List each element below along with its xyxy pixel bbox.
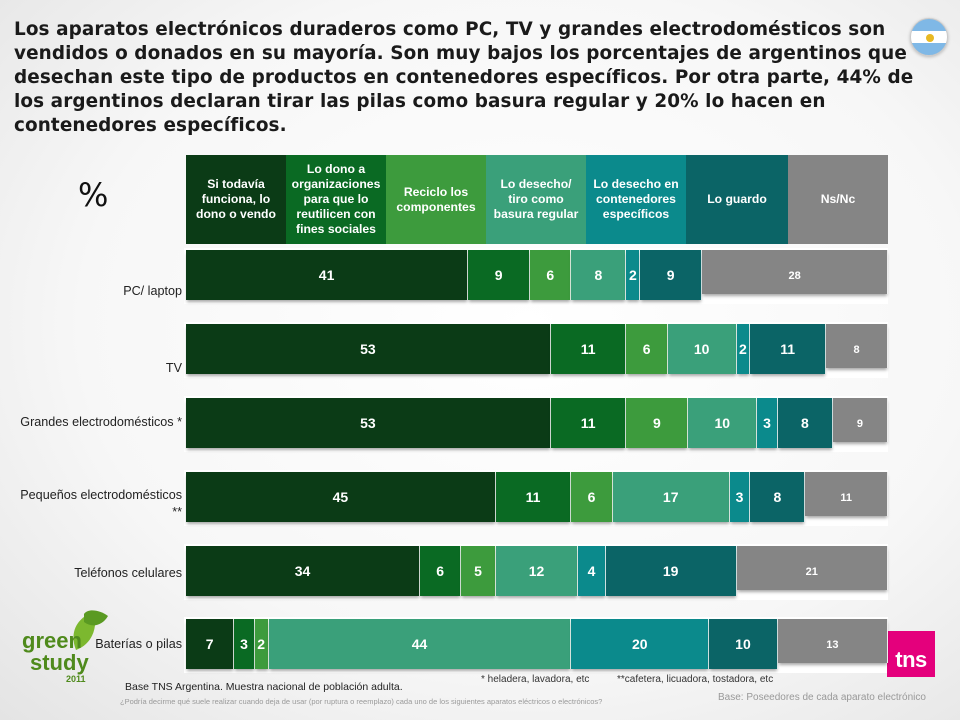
percent-label: % [78, 176, 109, 214]
category-label: Baterías o pilas [95, 637, 182, 651]
legend-header-4: Lo desecho/ tiro como basura regular [486, 155, 586, 244]
tns-logo: tns [887, 631, 935, 677]
legend-header-1: Si todavía funciona, lo dono o vendo [186, 155, 286, 244]
bar-segment: 11 [805, 472, 888, 516]
bar-segment: 6 [530, 250, 572, 300]
bar-segment: 21 [736, 546, 888, 590]
base-note-left: Base TNS Argentina. Muestra nacional de … [125, 681, 403, 693]
argentina-flag-icon [910, 18, 948, 56]
green-study-logo: green study 2011 [22, 610, 108, 684]
legend-header-3: Reciclo los componentes [386, 155, 486, 244]
bar-segment: 6 [420, 546, 462, 596]
bar-segment: 11 [550, 324, 627, 374]
bar-segment: 19 [605, 546, 737, 596]
legend-header-5: Lo desecho en contenedores específicos [586, 155, 686, 244]
legend-header-2: Lo dono a organizaciones para que lo reu… [286, 155, 386, 244]
bar-segment: 10 [688, 398, 758, 448]
category-label: TV [165, 361, 182, 375]
bar-segment: 8 [571, 250, 627, 300]
bar-segment: 2 [254, 619, 269, 669]
bar-segment: 28 [702, 250, 888, 294]
bar-segment: 9 [832, 398, 888, 442]
bar-segment: 7 [186, 619, 235, 669]
bar-segment: 8 [826, 324, 888, 368]
bar-segment: 34 [186, 546, 420, 596]
bar-segment: 4 [578, 546, 606, 596]
study-word: study [30, 650, 89, 675]
bar-segment: 44 [268, 619, 572, 669]
bar-segment: 6 [571, 472, 613, 522]
year-word: 2011 [66, 674, 86, 684]
base-note-right: Base: Poseedores de cada aparato electró… [718, 692, 926, 703]
survey-question: ¿Podría decirme qué suele realizar cuand… [120, 697, 603, 706]
bar-segment: 20 [571, 619, 710, 669]
bar-segment: 9 [640, 250, 703, 300]
bar-segment: 8 [750, 472, 806, 522]
bar-segment: 17 [612, 472, 730, 522]
category-label: Teléfonos celulares [74, 566, 182, 580]
bar-segment: 6 [626, 324, 668, 374]
bar-segment: 41 [186, 250, 469, 300]
legend-header-7: Ns/Nc [788, 155, 888, 244]
bar-segment: 11 [750, 324, 827, 374]
bar-segment: 13 [777, 619, 888, 663]
bar-segment: 12 [495, 546, 579, 596]
footnote-pequenos: **cafetera, licuadora, tostadora, etc [617, 674, 774, 685]
headline: Los aparatos electrónicos duraderos como… [14, 19, 914, 136]
bar-segment: 8 [777, 398, 833, 448]
bar-segment: 3 [234, 619, 255, 669]
bar-segment: 3 [757, 398, 778, 448]
bar-segment: 2 [736, 324, 751, 374]
bar-segment: 11 [495, 472, 572, 522]
green-word: green [22, 628, 82, 653]
bar-segment: 5 [461, 546, 496, 596]
bar-segment: 10 [709, 619, 778, 669]
leaf-icon-2 [84, 610, 108, 626]
bar-segment: 3 [729, 472, 751, 522]
footnote-grandes: * heladera, lavadora, etc [481, 674, 590, 685]
category-label: PC/ laptop [123, 284, 182, 298]
bar-segment: 11 [550, 398, 627, 448]
bar-segment: 45 [186, 472, 496, 522]
bar-segment: 10 [667, 324, 737, 374]
bar-segment: 2 [626, 250, 641, 300]
flag-sun [926, 34, 934, 42]
category-label: Grandes electrodomésticos * [20, 415, 182, 429]
bar-segment: 53 [186, 398, 551, 448]
category-label: Pequeños electrodomésticos ** [20, 488, 182, 519]
bar-segment: 9 [468, 250, 531, 300]
legend-header-6: Lo guardo [686, 155, 788, 244]
bar-segment: 53 [186, 324, 551, 374]
bar-segment: 9 [626, 398, 689, 448]
